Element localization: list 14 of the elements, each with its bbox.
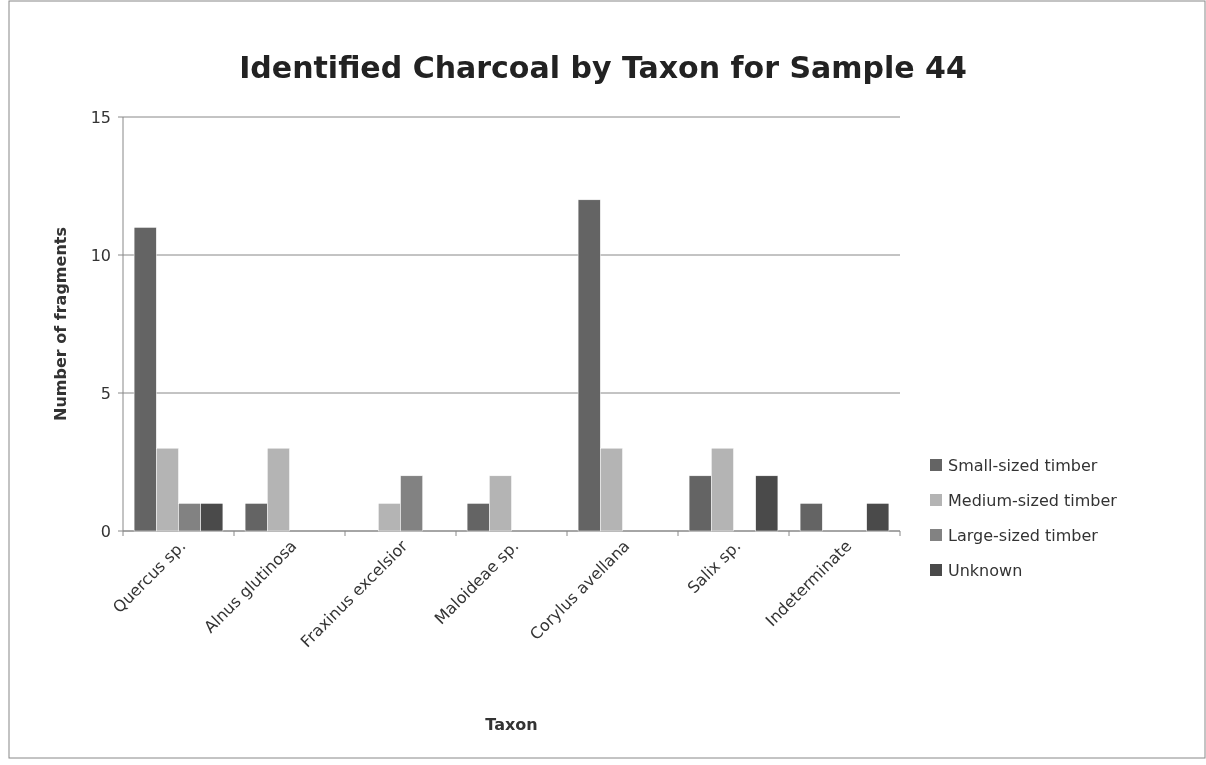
x-axis-title: Taxon: [485, 715, 538, 734]
y-axis-title: Number of fragments: [51, 227, 70, 421]
legend-label: Unknown: [948, 560, 1023, 580]
legend-label: Small-sized timber: [948, 455, 1098, 475]
legend-label: Medium-sized timber: [948, 490, 1118, 510]
chart-title: Identified Charcoal by Taxon for Sample 44: [239, 50, 967, 85]
bar: [866, 503, 890, 532]
y-tick-label: 10: [90, 245, 111, 265]
legend-label: Large-sized timber: [948, 525, 1099, 545]
bar: [799, 503, 823, 532]
bar: [755, 475, 779, 532]
y-tick-label: 0: [100, 521, 111, 541]
y-tick-label: 5: [100, 383, 111, 403]
y-tick-label: 15: [90, 107, 111, 127]
